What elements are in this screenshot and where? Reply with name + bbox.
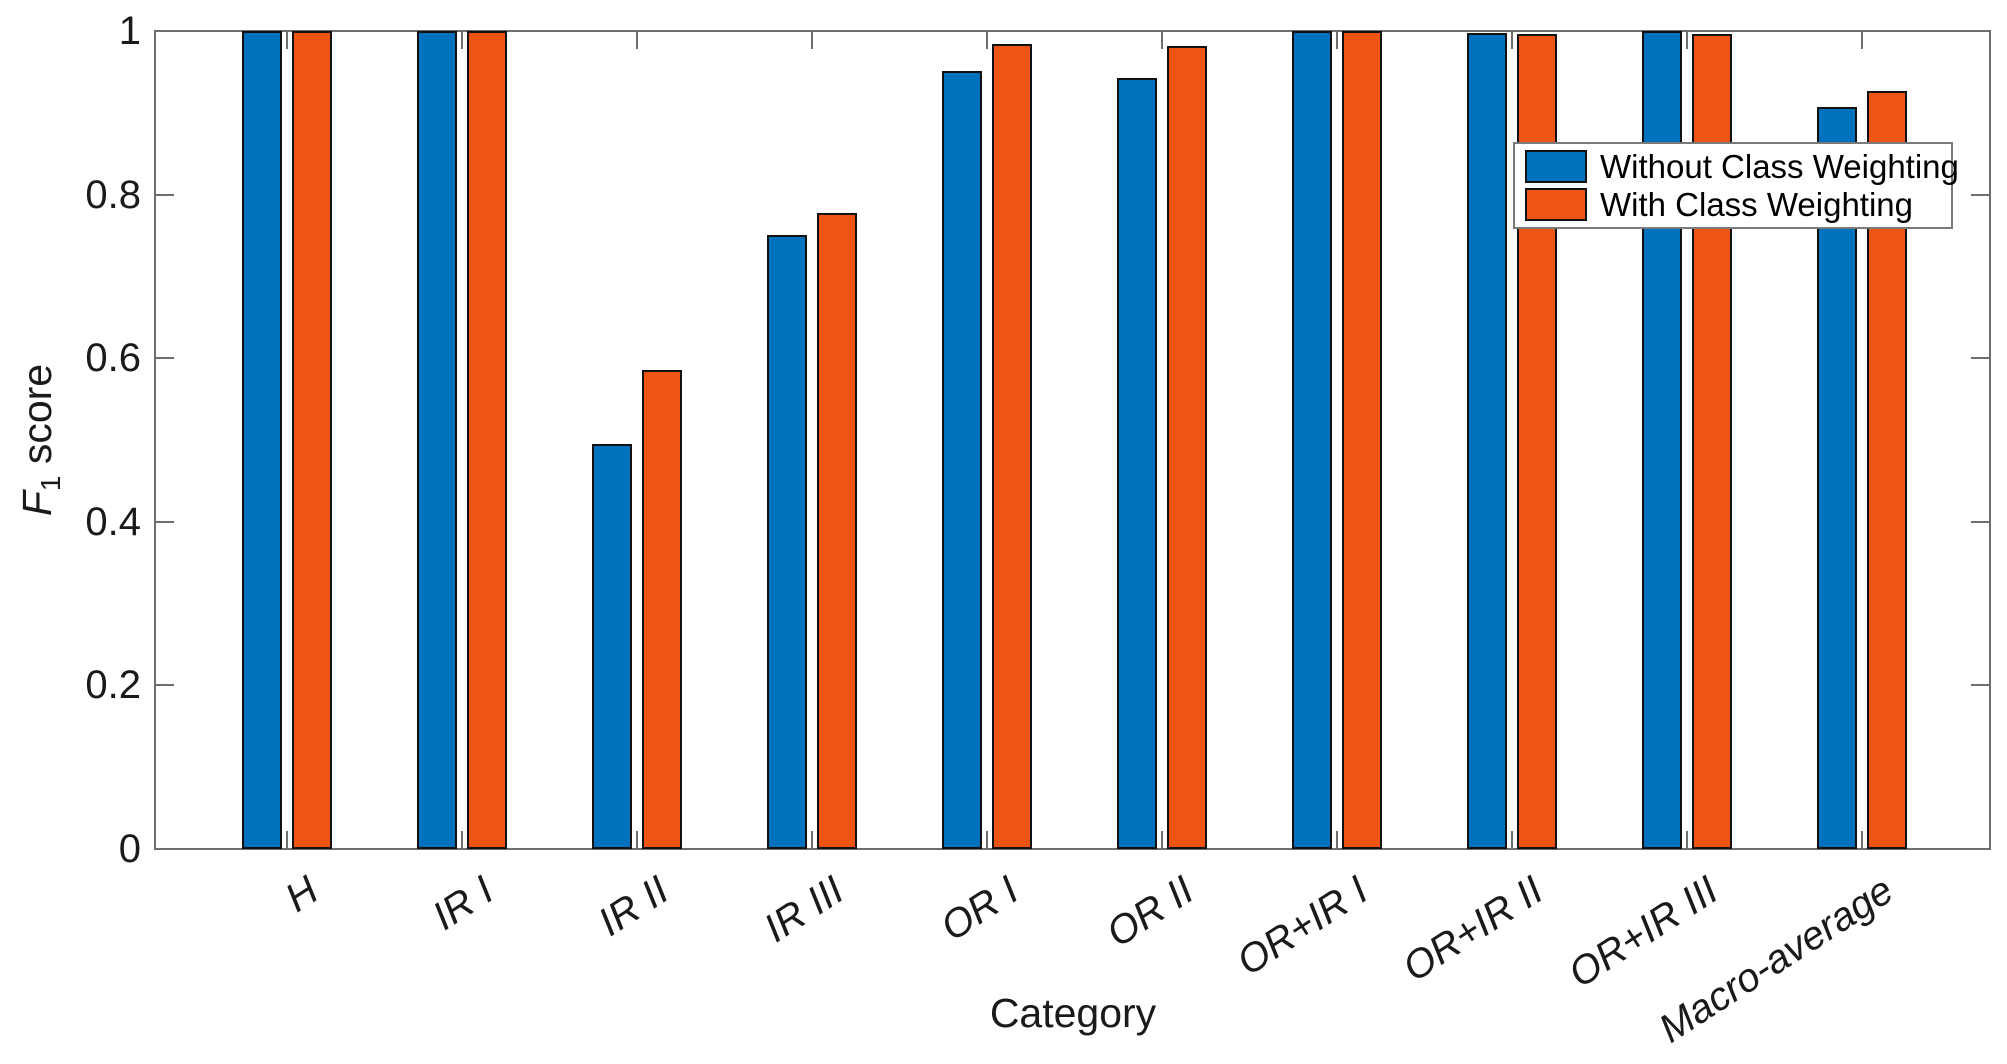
y-tick-mark-right <box>1971 194 1989 196</box>
x-tick-label-or-ir-i: OR+IR I <box>1229 868 1376 985</box>
x-tick-label-h: H <box>277 868 326 921</box>
bar-without-weighting <box>942 71 982 849</box>
y-tick-mark-left <box>156 684 174 686</box>
x-tick-mark-bottom <box>636 831 638 849</box>
ylabel-subscript: 1 <box>35 475 67 492</box>
x-tick-mark-top <box>1336 31 1338 49</box>
y-tick-label: 1 <box>118 9 141 53</box>
y-tick-mark-right <box>1971 684 1989 686</box>
x-tick-mark-bottom <box>1511 831 1513 849</box>
x-tick-mark-top <box>811 31 813 49</box>
x-tick-mark-bottom <box>811 831 813 849</box>
legend-row: With Class Weighting <box>1521 186 1945 224</box>
y-axis-label: F1 score <box>14 364 67 516</box>
x-tick-mark-bottom <box>1861 831 1863 849</box>
y-tick-mark-right <box>1971 848 1989 850</box>
bar-with-weighting <box>992 44 1032 849</box>
x-tick-label-ir-iii: IR III <box>756 868 851 951</box>
bar-without-weighting <box>1117 78 1157 849</box>
y-tick-mark-left <box>156 848 174 850</box>
x-tick-label-or-ii: OR II <box>1098 868 1201 956</box>
x-tick-label-or-ir-iii: OR+IR III <box>1561 868 1726 997</box>
legend-swatch-with-weighting <box>1525 188 1587 221</box>
x-tick-mark-bottom <box>986 831 988 849</box>
legend-label: Without Class Weighting <box>1600 147 1959 185</box>
x-tick-label-or-i: OR I <box>933 868 1026 950</box>
x-tick-mark-top <box>1686 31 1688 49</box>
x-tick-mark-bottom <box>1336 831 1338 849</box>
bar-with-weighting <box>642 370 682 849</box>
x-tick-label-ir-i: IR I <box>424 868 501 939</box>
y-tick-label: 0.2 <box>85 663 141 707</box>
y-tick-mark-left <box>156 521 174 523</box>
y-tick-mark-left <box>156 357 174 359</box>
y-tick-label: 0.8 <box>85 173 141 217</box>
y-tick-mark-left <box>156 194 174 196</box>
x-tick-mark-top <box>636 31 638 49</box>
plot-area <box>154 30 1991 850</box>
x-tick-label-ir-ii: IR II <box>590 868 676 945</box>
y-tick-label: 0.4 <box>85 500 141 544</box>
bar-with-weighting <box>292 31 332 849</box>
y-tick-mark-right <box>1971 357 1989 359</box>
bar-without-weighting <box>592 444 632 849</box>
x-tick-mark-top <box>1511 31 1513 49</box>
bar-without-weighting <box>417 31 457 849</box>
legend: Without Class Weighting With Class Weight… <box>1513 142 1959 229</box>
bar-without-weighting <box>1817 107 1857 849</box>
legend-swatch-without-weighting <box>1525 150 1587 183</box>
bar-with-weighting <box>1167 46 1207 849</box>
y-tick-mark-left <box>156 30 174 32</box>
bar-with-weighting <box>817 213 857 849</box>
bar-without-weighting <box>1467 33 1507 849</box>
legend-label: With Class Weighting <box>1600 185 1914 223</box>
x-tick-mark-bottom <box>1686 831 1688 849</box>
y-tick-label: 0 <box>118 827 141 871</box>
x-tick-mark-top <box>286 31 288 49</box>
x-tick-label-or-ir-ii: OR+IR II <box>1395 868 1551 991</box>
legend-row: Without Class Weighting <box>1521 148 1959 186</box>
x-tick-mark-top <box>461 31 463 49</box>
x-tick-mark-top <box>1161 31 1163 49</box>
x-tick-mark-top <box>986 31 988 49</box>
x-tick-mark-bottom <box>1161 831 1163 849</box>
bar-without-weighting <box>767 235 807 849</box>
x-tick-mark-top <box>1861 31 1863 49</box>
y-tick-label: 0.6 <box>85 336 141 380</box>
x-tick-mark-bottom <box>461 831 463 849</box>
y-tick-mark-right <box>1971 30 1989 32</box>
x-axis-label: Category <box>989 990 1157 1036</box>
bar-without-weighting <box>1292 31 1332 849</box>
bar-with-weighting <box>467 31 507 849</box>
ylabel-text: score <box>14 363 60 476</box>
bar-without-weighting <box>242 31 282 849</box>
bar-with-weighting <box>1342 31 1382 849</box>
y-tick-mark-right <box>1971 521 1989 523</box>
x-tick-mark-bottom <box>286 831 288 849</box>
